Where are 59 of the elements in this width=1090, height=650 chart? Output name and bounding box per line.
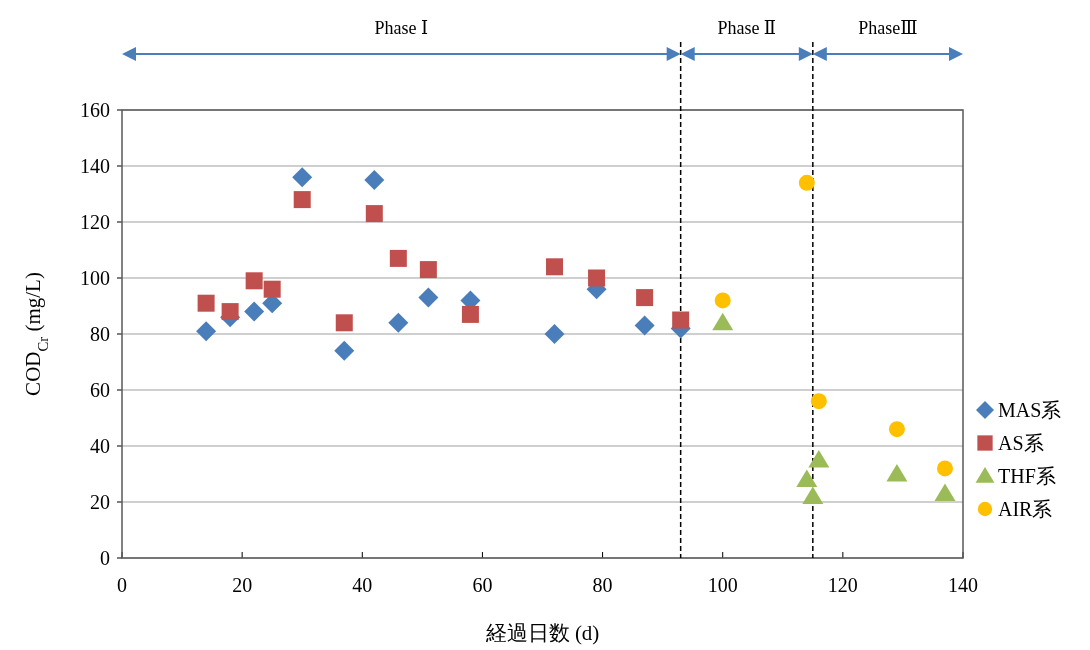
y-tick-label: 140 <box>80 155 110 177</box>
y-tick-label: 40 <box>90 435 110 457</box>
point <box>546 258 564 276</box>
point <box>418 287 439 308</box>
point <box>388 312 409 333</box>
point <box>810 393 827 410</box>
x-tick-label: 140 <box>948 574 978 596</box>
point <box>712 312 734 331</box>
point <box>802 486 824 504</box>
point <box>221 303 239 321</box>
y-tick-label: 100 <box>80 267 110 289</box>
point <box>672 311 690 329</box>
point <box>588 269 606 287</box>
x-tick-label: 20 <box>232 574 253 596</box>
text: Phase Ⅱ <box>717 18 777 38</box>
x-axis-title: 経過日数 (d) <box>484 621 600 645</box>
point <box>334 340 355 361</box>
x-tick-label: 100 <box>707 574 738 596</box>
point <box>461 305 479 323</box>
point <box>263 280 281 298</box>
x-tick-label: 0 <box>117 574 127 596</box>
text: PhaseⅢ <box>858 18 918 38</box>
x-tick-label: 60 <box>472 574 493 596</box>
y-tick-label: 0 <box>100 547 110 569</box>
y-tick-label: 80 <box>90 323 110 345</box>
y-tick-label: 60 <box>90 379 110 401</box>
point <box>365 205 383 223</box>
point <box>714 292 731 309</box>
point <box>544 324 565 344</box>
point <box>934 483 956 502</box>
point <box>197 294 215 312</box>
point <box>886 464 908 482</box>
point <box>636 289 654 307</box>
point <box>196 321 217 342</box>
x-tick-label: 120 <box>827 574 858 596</box>
point <box>245 272 263 290</box>
point <box>335 314 353 332</box>
point <box>293 191 311 209</box>
point <box>796 469 818 488</box>
text: Phase Ⅰ <box>374 18 429 38</box>
point <box>888 421 905 438</box>
y-tick-label: 160 <box>80 99 110 121</box>
point <box>389 249 407 267</box>
point <box>808 450 830 468</box>
y-tick-label: 20 <box>90 491 110 513</box>
legend-label: AS系 <box>998 432 1044 454</box>
legend-label: THF系 <box>998 465 1056 487</box>
point <box>292 167 313 188</box>
y-tick-label: 120 <box>80 211 110 233</box>
x-tick-label: 40 <box>352 574 373 596</box>
point <box>364 170 385 190</box>
point <box>419 261 437 279</box>
x-tick-label: 80 <box>592 574 613 596</box>
legend-label: AIR系 <box>998 498 1053 520</box>
point <box>798 174 815 191</box>
point <box>634 315 655 336</box>
point <box>244 301 265 322</box>
point <box>936 460 953 477</box>
legend-label: MAS系 <box>998 399 1062 421</box>
